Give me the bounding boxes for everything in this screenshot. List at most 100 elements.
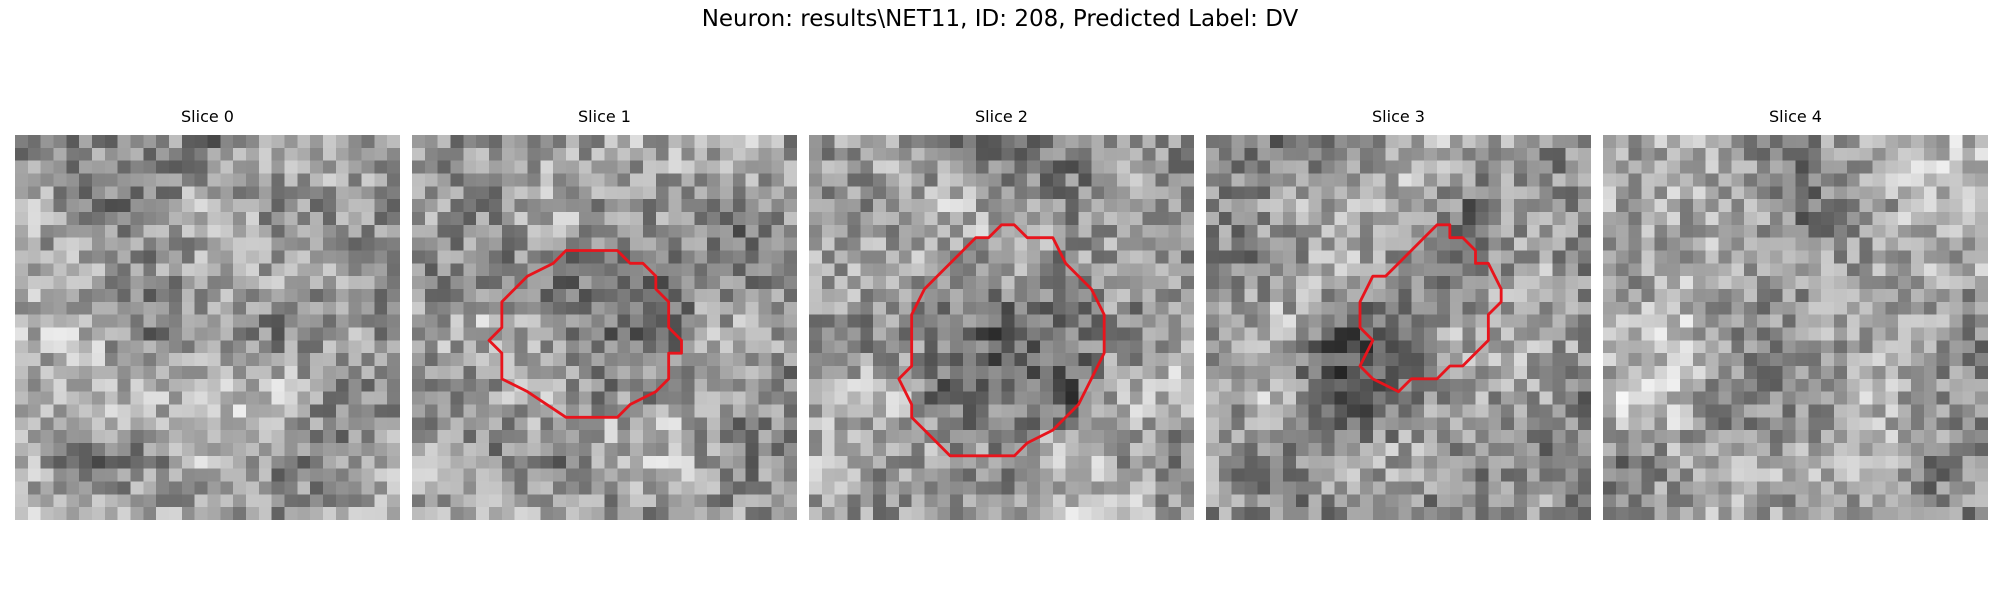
pixel	[758, 173, 772, 187]
pixel	[1821, 276, 1835, 290]
pixel	[1539, 404, 1553, 418]
pixel	[323, 443, 337, 457]
pixel	[1744, 314, 1758, 328]
pixel	[143, 430, 157, 444]
pixel	[720, 160, 734, 174]
pixel	[1360, 199, 1374, 213]
pixel	[847, 455, 861, 469]
pixel	[771, 135, 785, 149]
pixel	[207, 237, 221, 251]
pixel	[630, 340, 644, 354]
pixel	[1181, 443, 1194, 457]
pixel	[911, 481, 925, 495]
pixel	[207, 340, 221, 354]
pixel	[92, 276, 106, 290]
pixel	[630, 135, 644, 149]
pixel	[450, 135, 464, 149]
pixel	[1168, 173, 1182, 187]
pixel	[476, 224, 490, 238]
pixel	[975, 404, 989, 418]
pixel	[233, 481, 247, 495]
pixel	[1667, 417, 1681, 431]
pixel	[463, 186, 477, 200]
pixel	[1372, 147, 1386, 161]
pixel	[1424, 173, 1438, 187]
pixel	[1449, 443, 1463, 457]
pixel	[1705, 443, 1719, 457]
pixel	[617, 237, 631, 251]
pixel	[643, 340, 657, 354]
pixel	[1731, 327, 1745, 341]
pixel	[1526, 404, 1540, 418]
pixel	[207, 366, 221, 380]
pixel	[911, 468, 925, 482]
pixel	[1065, 391, 1079, 405]
pixel	[809, 378, 823, 392]
pixel	[374, 237, 388, 251]
pixel	[1834, 173, 1848, 187]
pixel	[950, 173, 964, 187]
pixel	[323, 314, 337, 328]
pixel	[181, 250, 195, 264]
pixel	[1821, 160, 1835, 174]
pixel	[1462, 430, 1476, 444]
pixel	[975, 135, 989, 149]
pixel	[1872, 481, 1886, 495]
pixel	[1411, 212, 1425, 226]
pixel	[924, 340, 938, 354]
pixel	[1308, 173, 1322, 187]
pixel	[1104, 340, 1118, 354]
pixel	[1526, 507, 1540, 520]
pixel	[463, 250, 477, 264]
pixel	[297, 289, 311, 303]
pixel	[1231, 327, 1245, 341]
pixel	[1834, 224, 1848, 238]
pixel	[694, 276, 708, 290]
pixel	[156, 314, 170, 328]
pixel	[233, 263, 247, 277]
pixel	[720, 391, 734, 405]
pixel	[130, 289, 144, 303]
pixel	[246, 494, 260, 508]
pixel	[553, 481, 567, 495]
pixel	[1565, 289, 1579, 303]
pixel	[1603, 443, 1617, 457]
pixel	[1539, 378, 1553, 392]
pixel	[156, 289, 170, 303]
pixel	[117, 289, 131, 303]
pixel	[1411, 160, 1425, 174]
pixel	[1155, 494, 1169, 508]
pixel	[1040, 276, 1054, 290]
pixel	[591, 147, 605, 161]
pixel	[1372, 391, 1386, 405]
pixel	[1667, 391, 1681, 405]
pixel	[1040, 404, 1054, 418]
pixel	[117, 173, 131, 187]
pixel	[323, 237, 337, 251]
pixel	[335, 250, 349, 264]
pixel	[27, 404, 41, 418]
pixel	[591, 481, 605, 495]
pixel	[258, 404, 272, 418]
pixel	[540, 353, 554, 367]
pixel	[374, 314, 388, 328]
pixel	[104, 147, 118, 161]
pixel	[1411, 186, 1425, 200]
pixel	[1936, 507, 1950, 520]
pixel	[104, 263, 118, 277]
pixel	[156, 186, 170, 200]
pixel	[284, 314, 298, 328]
pixel	[821, 430, 835, 444]
pixel	[809, 314, 823, 328]
pixel	[643, 224, 657, 238]
pixel	[720, 276, 734, 290]
pixel	[79, 507, 93, 520]
pixel	[1117, 147, 1131, 161]
pixel	[117, 378, 131, 392]
pixel	[694, 353, 708, 367]
pixel	[1308, 327, 1322, 341]
pixel	[1206, 147, 1220, 161]
pixel	[374, 430, 388, 444]
pixel	[156, 224, 170, 238]
pixel	[271, 443, 285, 457]
